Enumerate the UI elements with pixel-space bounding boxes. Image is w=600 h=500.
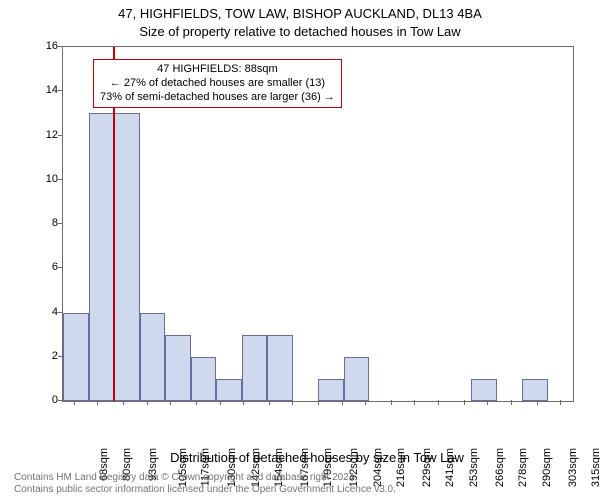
y-tick-mark (58, 223, 63, 224)
x-tick-mark (365, 400, 366, 405)
x-tick-mark (464, 400, 465, 405)
histogram-bar (318, 379, 344, 401)
y-tick-label: 0 (28, 394, 58, 406)
chart-subtitle: Size of property relative to detached ho… (0, 24, 600, 39)
histogram-bar (344, 357, 370, 401)
chart-container: 47, HIGHFIELDS, TOW LAW, BISHOP AUCKLAND… (0, 0, 600, 500)
y-tick-label: 4 (28, 306, 58, 318)
x-tick-label: 315sqm (590, 448, 600, 487)
annotation-line1: 47 HIGHFIELDS: 88sqm (100, 63, 335, 77)
x-tick-mark (243, 400, 244, 405)
x-tick-mark (318, 400, 319, 405)
x-tick-mark (487, 400, 488, 405)
x-tick-mark (170, 400, 171, 405)
histogram-bar (89, 113, 115, 401)
plot-area: 47 HIGHFIELDS: 88sqm← 27% of detached ho… (62, 46, 574, 402)
x-tick-mark (269, 400, 270, 405)
histogram-bar (140, 313, 166, 402)
x-tick-mark (74, 400, 75, 405)
y-tick-mark (58, 267, 63, 268)
y-tick-label: 12 (28, 129, 58, 141)
x-tick-mark (123, 400, 124, 405)
y-tick-label: 14 (28, 84, 58, 96)
histogram-bar (114, 113, 140, 401)
x-tick-mark (220, 400, 221, 405)
histogram-bar (165, 335, 191, 401)
histogram-bar (63, 313, 89, 402)
y-tick-mark (58, 179, 63, 180)
x-tick-mark (391, 400, 392, 405)
x-tick-mark (196, 400, 197, 405)
x-tick-mark (342, 400, 343, 405)
x-tick-mark (292, 400, 293, 405)
annotation-line2: ← 27% of detached houses are smaller (13… (100, 77, 335, 91)
x-tick-mark (511, 400, 512, 405)
y-tick-mark (58, 356, 63, 357)
histogram-bar (267, 335, 293, 401)
y-tick-label: 8 (28, 217, 58, 229)
x-tick-mark (560, 400, 561, 405)
annotation-box: 47 HIGHFIELDS: 88sqm← 27% of detached ho… (93, 59, 342, 108)
x-tick-mark (414, 400, 415, 405)
chart-title-line1: 47, HIGHFIELDS, TOW LAW, BISHOP AUCKLAND… (0, 6, 600, 21)
footer-line2: Contains public sector information licen… (14, 484, 396, 496)
y-tick-label: 16 (28, 40, 58, 52)
annotation-line3: 73% of semi-detached houses are larger (… (100, 91, 335, 105)
y-tick-mark (58, 312, 63, 313)
histogram-bar (216, 379, 242, 401)
y-tick-label: 2 (28, 350, 58, 362)
y-tick-mark (58, 90, 63, 91)
histogram-bar (522, 379, 548, 401)
histogram-bar (191, 357, 217, 401)
y-tick-label: 6 (28, 261, 58, 273)
footer-line1: Contains HM Land Registry data © Crown c… (14, 472, 396, 484)
y-tick-mark (58, 400, 63, 401)
x-axis-label: Distribution of detached houses by size … (62, 450, 572, 465)
footer-attribution: Contains HM Land Registry data © Crown c… (14, 472, 396, 496)
x-tick-mark (537, 400, 538, 405)
y-tick-mark (58, 46, 63, 47)
x-tick-mark (97, 400, 98, 405)
histogram-bar (471, 379, 497, 401)
x-tick-mark (147, 400, 148, 405)
histogram-bar (242, 335, 268, 401)
x-tick-mark (438, 400, 439, 405)
y-tick-mark (58, 135, 63, 136)
y-tick-label: 10 (28, 173, 58, 185)
